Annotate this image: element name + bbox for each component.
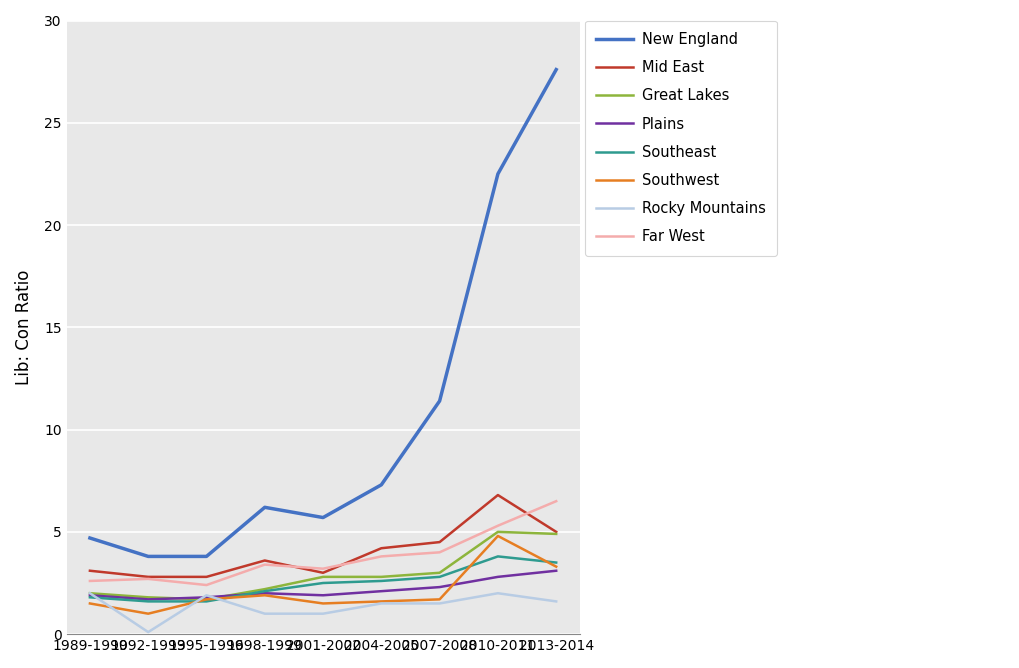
Rocky Mountains: [375, 599, 387, 607]
Line: Great Lakes: Great Lakes: [90, 532, 556, 599]
New England: [259, 503, 271, 511]
Great Lakes: [317, 573, 329, 581]
Mid East: [317, 568, 329, 576]
New England: [317, 514, 329, 522]
Rocky Mountains: [142, 628, 154, 636]
Plains: [433, 583, 445, 591]
Southeast: [375, 577, 387, 585]
Southwest: [317, 599, 329, 607]
Rocky Mountains: [492, 589, 504, 597]
Plains: [492, 573, 504, 581]
Southeast: [201, 597, 213, 605]
Great Lakes: [84, 589, 96, 597]
Great Lakes: [259, 585, 271, 593]
Line: Rocky Mountains: Rocky Mountains: [90, 593, 556, 632]
New England: [201, 552, 213, 560]
Southeast: [492, 552, 504, 560]
Line: Plains: Plains: [90, 570, 556, 599]
Great Lakes: [142, 593, 154, 601]
Great Lakes: [433, 568, 445, 576]
Legend: New England, Mid East, Great Lakes, Plains, Southeast, Southwest, Rocky Mountain: New England, Mid East, Great Lakes, Plai…: [585, 21, 777, 256]
Great Lakes: [550, 530, 562, 538]
New England: [492, 170, 504, 178]
Southwest: [84, 599, 96, 607]
Plains: [375, 587, 387, 595]
Mid East: [84, 566, 96, 574]
Plains: [201, 593, 213, 601]
Mid East: [550, 528, 562, 536]
Rocky Mountains: [317, 610, 329, 618]
New England: [550, 65, 562, 73]
Mid East: [492, 491, 504, 499]
Far West: [259, 560, 271, 568]
Southeast: [259, 587, 271, 595]
Far West: [492, 522, 504, 530]
Line: New England: New England: [90, 69, 556, 556]
Far West: [142, 575, 154, 583]
Far West: [550, 497, 562, 505]
Far West: [317, 564, 329, 572]
Rocky Mountains: [550, 597, 562, 605]
Rocky Mountains: [84, 589, 96, 597]
Southeast: [433, 573, 445, 581]
New England: [84, 534, 96, 542]
Southwest: [201, 595, 213, 603]
Far West: [201, 581, 213, 589]
Far West: [433, 548, 445, 556]
Southwest: [492, 532, 504, 540]
Line: Southwest: Southwest: [90, 536, 556, 614]
Rocky Mountains: [259, 610, 271, 618]
Southeast: [84, 593, 96, 601]
Southwest: [375, 597, 387, 605]
New England: [433, 397, 445, 405]
Great Lakes: [492, 528, 504, 536]
Plains: [84, 591, 96, 599]
Southeast: [142, 597, 154, 605]
Southwest: [550, 562, 562, 570]
Line: Far West: Far West: [90, 501, 556, 585]
Mid East: [142, 573, 154, 581]
Mid East: [259, 556, 271, 564]
Southwest: [142, 610, 154, 618]
Y-axis label: Lib: Con Ratio: Lib: Con Ratio: [15, 270, 33, 385]
Rocky Mountains: [201, 591, 213, 599]
Line: Southeast: Southeast: [90, 556, 556, 601]
New England: [142, 552, 154, 560]
Plains: [259, 589, 271, 597]
Far West: [375, 552, 387, 560]
Southwest: [259, 591, 271, 599]
Plains: [142, 595, 154, 603]
Plains: [317, 591, 329, 599]
Mid East: [375, 544, 387, 552]
Line: Mid East: Mid East: [90, 495, 556, 577]
New England: [375, 481, 387, 489]
Rocky Mountains: [433, 599, 445, 607]
Southeast: [317, 579, 329, 587]
Plains: [550, 566, 562, 574]
Southwest: [433, 595, 445, 603]
Mid East: [433, 538, 445, 546]
Southeast: [550, 558, 562, 566]
Great Lakes: [201, 595, 213, 603]
Mid East: [201, 573, 213, 581]
Far West: [84, 577, 96, 585]
Great Lakes: [375, 573, 387, 581]
